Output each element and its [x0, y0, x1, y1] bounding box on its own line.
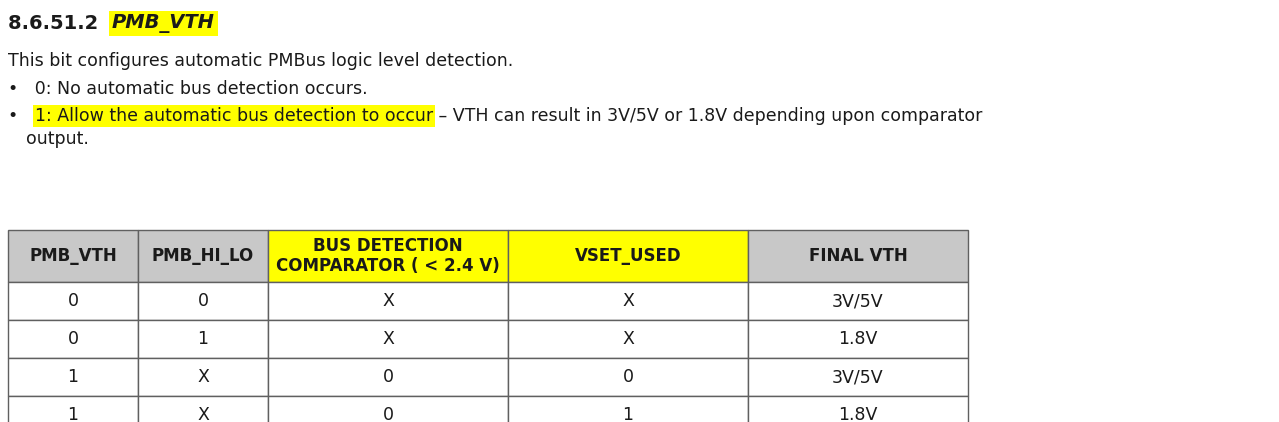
- Bar: [138, 282, 269, 320]
- Text: PMB_HI_LO: PMB_HI_LO: [152, 247, 255, 265]
- Text: 1: Allow the automatic bus detection to occur: 1: Allow the automatic bus detection to …: [35, 107, 432, 125]
- Text: X: X: [382, 330, 394, 348]
- Bar: [508, 358, 748, 396]
- Text: X: X: [622, 292, 634, 310]
- Text: 1: 1: [197, 330, 208, 348]
- Bar: [269, 358, 508, 396]
- Text: 1: 1: [623, 406, 633, 422]
- Bar: [748, 282, 968, 320]
- Bar: [8, 358, 138, 396]
- Text: PMB_VTH: PMB_VTH: [29, 247, 116, 265]
- Text: 1.8V: 1.8V: [838, 330, 877, 348]
- Bar: [748, 396, 968, 422]
- Text: – VTH can result in 3V/5V or 1.8V depending upon comparator: – VTH can result in 3V/5V or 1.8V depend…: [432, 107, 982, 125]
- Text: 1.8V: 1.8V: [838, 406, 877, 422]
- Bar: [508, 230, 748, 282]
- Bar: [269, 282, 508, 320]
- Bar: [138, 358, 269, 396]
- Bar: [508, 396, 748, 422]
- Text: This bit configures automatic PMBus logic level detection.: This bit configures automatic PMBus logi…: [8, 52, 513, 70]
- Text: •   0: No automatic bus detection occurs.: • 0: No automatic bus detection occurs.: [8, 80, 367, 98]
- Text: 3V/5V: 3V/5V: [833, 292, 884, 310]
- Bar: [138, 230, 269, 282]
- Text: BUS DETECTION
COMPARATOR ( < 2.4 V): BUS DETECTION COMPARATOR ( < 2.4 V): [276, 237, 500, 276]
- Bar: [8, 320, 138, 358]
- Text: X: X: [197, 406, 208, 422]
- Text: 0: 0: [68, 330, 78, 348]
- Bar: [508, 282, 748, 320]
- Bar: [138, 320, 269, 358]
- Bar: [748, 320, 968, 358]
- Text: output.: output.: [26, 130, 88, 148]
- Bar: [8, 396, 138, 422]
- Text: X: X: [197, 368, 208, 386]
- Text: 1: 1: [68, 368, 78, 386]
- Text: FINAL VTH: FINAL VTH: [808, 247, 907, 265]
- Bar: [269, 396, 508, 422]
- Bar: [8, 282, 138, 320]
- Text: VSET_USED: VSET_USED: [574, 247, 682, 265]
- Text: 0: 0: [623, 368, 633, 386]
- Bar: [269, 230, 508, 282]
- Bar: [508, 320, 748, 358]
- Text: 0: 0: [382, 406, 394, 422]
- Bar: [748, 358, 968, 396]
- Text: 0: 0: [197, 292, 208, 310]
- Bar: [8, 230, 138, 282]
- Text: PMB_VTH: PMB_VTH: [111, 14, 215, 33]
- Text: 3V/5V: 3V/5V: [833, 368, 884, 386]
- Bar: [269, 320, 508, 358]
- Bar: [748, 230, 968, 282]
- Text: X: X: [382, 292, 394, 310]
- Bar: [138, 396, 269, 422]
- Text: 8.6.51.2: 8.6.51.2: [8, 14, 111, 33]
- Text: 0: 0: [382, 368, 394, 386]
- Text: 0: 0: [68, 292, 78, 310]
- Text: 1: 1: [68, 406, 78, 422]
- Text: •: •: [8, 107, 35, 125]
- Text: X: X: [622, 330, 634, 348]
